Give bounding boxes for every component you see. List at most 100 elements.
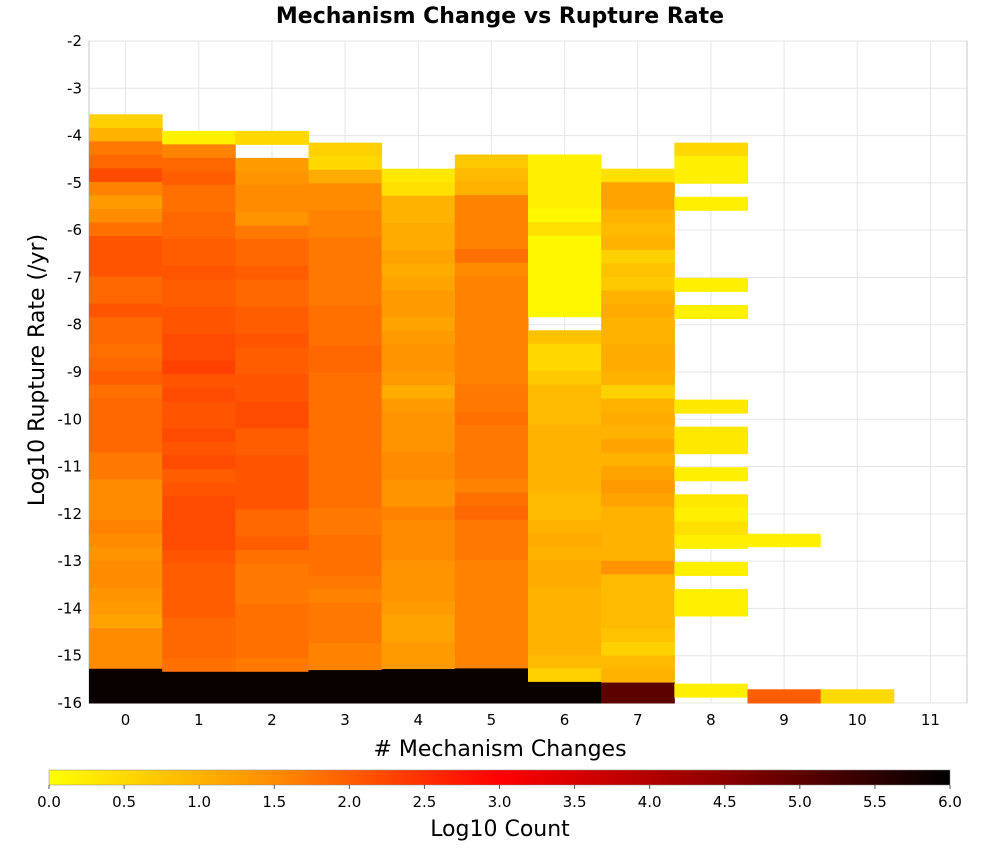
heatmap-cell bbox=[162, 320, 236, 335]
colorbar-tick-label: 1.0 bbox=[187, 793, 211, 811]
heatmap-cell bbox=[601, 249, 675, 264]
heatmap-cell bbox=[162, 144, 236, 159]
heatmap-cell bbox=[89, 154, 163, 169]
heatmap-cell bbox=[820, 689, 895, 704]
heatmap-cell bbox=[162, 550, 236, 565]
heatmap-cell bbox=[89, 195, 163, 210]
heatmap-cell bbox=[162, 266, 236, 281]
heatmap-cell bbox=[235, 414, 309, 429]
heatmap-cell bbox=[162, 563, 236, 578]
heatmap-cell bbox=[89, 533, 163, 548]
colorbar-tick-label: 3.5 bbox=[563, 793, 587, 811]
heatmap-cell bbox=[162, 360, 236, 375]
heatmap-cell bbox=[747, 689, 822, 704]
heatmap-cell bbox=[89, 465, 163, 480]
heatmap-cell bbox=[308, 643, 383, 658]
heatmap-cell bbox=[89, 614, 163, 629]
heatmap-cell bbox=[162, 347, 236, 362]
heatmap-cell bbox=[162, 577, 236, 592]
heatmap-cell bbox=[381, 439, 456, 454]
heatmap-cell bbox=[235, 671, 309, 704]
heatmap-cell bbox=[528, 303, 602, 318]
heatmap-cell bbox=[308, 196, 383, 211]
heatmap-cell bbox=[308, 453, 383, 468]
heatmap-cell bbox=[162, 401, 236, 416]
x-tick-label: 11 bbox=[921, 711, 940, 729]
heatmap-cell bbox=[235, 658, 309, 673]
x-tick-label: 3 bbox=[340, 711, 350, 729]
heatmap-cell bbox=[89, 587, 163, 602]
heatmap-cell bbox=[308, 386, 383, 401]
heatmap-cell bbox=[381, 303, 456, 318]
heatmap-cell bbox=[601, 520, 675, 535]
x-tick-label: 10 bbox=[848, 711, 867, 729]
heatmap-cell bbox=[601, 168, 675, 183]
heatmap-cell bbox=[528, 587, 602, 602]
colorbar-ticks: 0.0 0.5 1.0 1.5 2.0 2.5 3.0 3.5 4.0 4.5 5.0 5.5 6.0 bbox=[37, 785, 962, 811]
heatmap-cell bbox=[454, 168, 529, 183]
heatmap-cell bbox=[381, 371, 456, 386]
colorbar-tick-label: 5.0 bbox=[788, 793, 812, 811]
heatmap-cell bbox=[454, 357, 529, 372]
heatmap-cell bbox=[89, 628, 163, 643]
heatmap-cell bbox=[162, 644, 236, 659]
chart-title: Mechanism Change vs Rupture Rate bbox=[276, 4, 724, 29]
heatmap-cell bbox=[162, 130, 236, 145]
heatmap-cell bbox=[601, 385, 675, 400]
heatmap-cell bbox=[381, 358, 456, 373]
heatmap-cell bbox=[89, 249, 163, 264]
heatmap-cell bbox=[235, 252, 309, 267]
heatmap-cell bbox=[235, 374, 309, 389]
x-tick-label: 9 bbox=[779, 711, 789, 729]
heatmap-cell bbox=[454, 452, 529, 467]
heatmap-cell bbox=[89, 601, 163, 616]
heatmap-cell bbox=[162, 468, 236, 483]
heatmap-cell bbox=[601, 682, 675, 704]
heatmap-cell bbox=[89, 655, 163, 670]
x-tick-label: 8 bbox=[706, 711, 716, 729]
heatmap-cell bbox=[235, 184, 309, 199]
heatmap-cell bbox=[308, 507, 383, 522]
heatmap-cell bbox=[601, 371, 675, 386]
heatmap-cell bbox=[162, 414, 236, 429]
heatmap-cell bbox=[674, 142, 748, 157]
y-tick-label: -2 bbox=[67, 32, 82, 50]
heatmap-cell bbox=[528, 411, 602, 426]
heatmap-cell bbox=[308, 440, 383, 455]
heatmap-cell bbox=[601, 222, 675, 237]
heatmap-cell bbox=[235, 266, 309, 281]
heatmap-cell bbox=[601, 533, 675, 548]
heatmap-cell bbox=[89, 181, 163, 196]
heatmap-cell bbox=[454, 519, 529, 534]
heatmap-cell bbox=[601, 587, 675, 602]
heatmap-cell bbox=[601, 493, 675, 508]
y-tick-label: -4 bbox=[67, 127, 82, 145]
heatmap-cell bbox=[162, 252, 236, 267]
heatmap-cell bbox=[674, 304, 748, 319]
heatmap-cell bbox=[601, 236, 675, 251]
heatmap-cell bbox=[528, 614, 602, 629]
heatmap-cell bbox=[601, 655, 675, 670]
y-tick-label: -3 bbox=[67, 79, 82, 97]
heatmap-cell bbox=[235, 347, 309, 362]
heatmap-cell bbox=[89, 547, 163, 562]
heatmap-cell bbox=[601, 439, 675, 454]
colorbar-tick-label: 2.0 bbox=[337, 793, 361, 811]
heatmap-cell bbox=[528, 249, 602, 264]
heatmap-cell bbox=[601, 506, 675, 521]
y-tick-label: -15 bbox=[58, 647, 83, 665]
heatmap-cell bbox=[601, 560, 675, 575]
colorbar-tick-label: 2.5 bbox=[412, 793, 436, 811]
heatmap-cell bbox=[674, 683, 748, 698]
y-tick-label: -8 bbox=[67, 316, 82, 334]
x-tick-label: 7 bbox=[633, 711, 643, 729]
heatmap-cell bbox=[235, 631, 309, 646]
heatmap-cell bbox=[381, 520, 456, 535]
heatmap-cell bbox=[601, 182, 675, 197]
heatmap-cell bbox=[308, 318, 383, 333]
heatmap-cell bbox=[89, 208, 163, 223]
heatmap-cell bbox=[528, 397, 602, 412]
heatmap-cell bbox=[454, 641, 529, 656]
heatmap-cell bbox=[528, 533, 602, 548]
